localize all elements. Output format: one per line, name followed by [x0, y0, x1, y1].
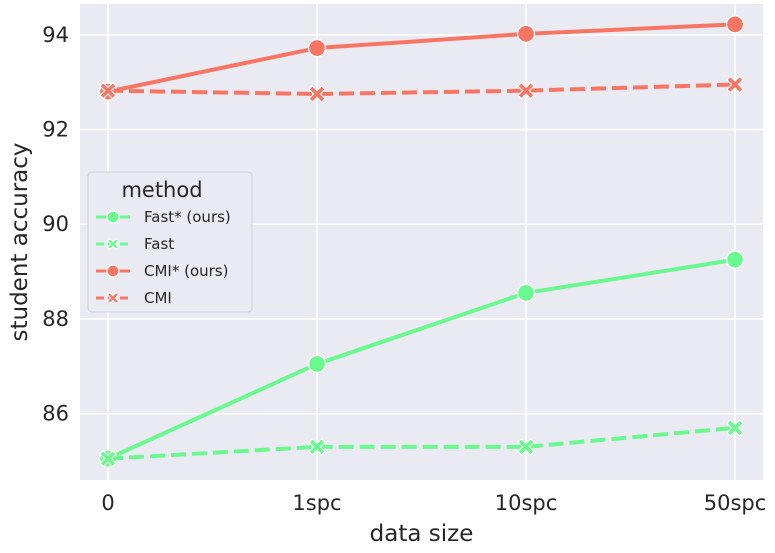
legend-label: Fast [144, 235, 174, 253]
legend-item: CMI* (ours) [96, 262, 228, 280]
legend-marker [106, 237, 120, 251]
data-point [725, 15, 745, 34]
legend-item: CMI [96, 289, 172, 307]
x-axis: 0 1spc 10spc 50spc [101, 491, 766, 515]
y-axis-title: student accuracy [7, 142, 33, 341]
data-point [308, 438, 326, 456]
data-point [516, 24, 536, 43]
x-tick-label: 50spc [704, 491, 767, 515]
data-point [517, 81, 535, 100]
data-point [517, 438, 535, 456]
x-tick-label: 10spc [495, 491, 558, 515]
y-tick-label: 94 [42, 23, 69, 47]
data-point [307, 38, 327, 58]
series-1 [99, 419, 744, 468]
y-tick-label: 90 [42, 212, 69, 236]
x-tick-label: 0 [101, 491, 114, 515]
data-point [726, 75, 744, 94]
data-point [516, 283, 536, 303]
series-3 [99, 75, 744, 103]
data-point [99, 81, 117, 100]
x-tick-label: 1spc [292, 491, 341, 515]
series-lines [98, 15, 745, 468]
legend-label: CMI [144, 289, 172, 307]
y-tick-label: 86 [42, 402, 69, 426]
legend-item: Fast [96, 235, 174, 253]
legend-items: Fast* (ours) Fast CMI* (ours) CMI [96, 208, 231, 307]
data-point [308, 85, 326, 103]
legend-box [87, 171, 253, 313]
legend-marker [106, 210, 120, 224]
legend: method Fast* (ours) Fast CMI* (ours) CMI [87, 171, 253, 313]
data-point [99, 449, 117, 468]
y-tick-label: 92 [42, 118, 69, 142]
legend-label: Fast* (ours) [144, 208, 231, 226]
x-axis-title: data size [370, 521, 474, 547]
data-point [307, 354, 327, 374]
legend-item: Fast* (ours) [96, 208, 231, 226]
data-point [726, 419, 744, 437]
legend-label: CMI* (ours) [144, 262, 228, 280]
y-tick-label: 88 [42, 307, 69, 331]
legend-marker [106, 291, 120, 305]
series-line [107, 257, 736, 461]
legend-title: method [121, 178, 202, 202]
y-axis: 86 88 90 92 94 [42, 23, 69, 426]
data-point [725, 250, 745, 269]
legend-marker [106, 264, 120, 278]
series-line [107, 22, 736, 94]
